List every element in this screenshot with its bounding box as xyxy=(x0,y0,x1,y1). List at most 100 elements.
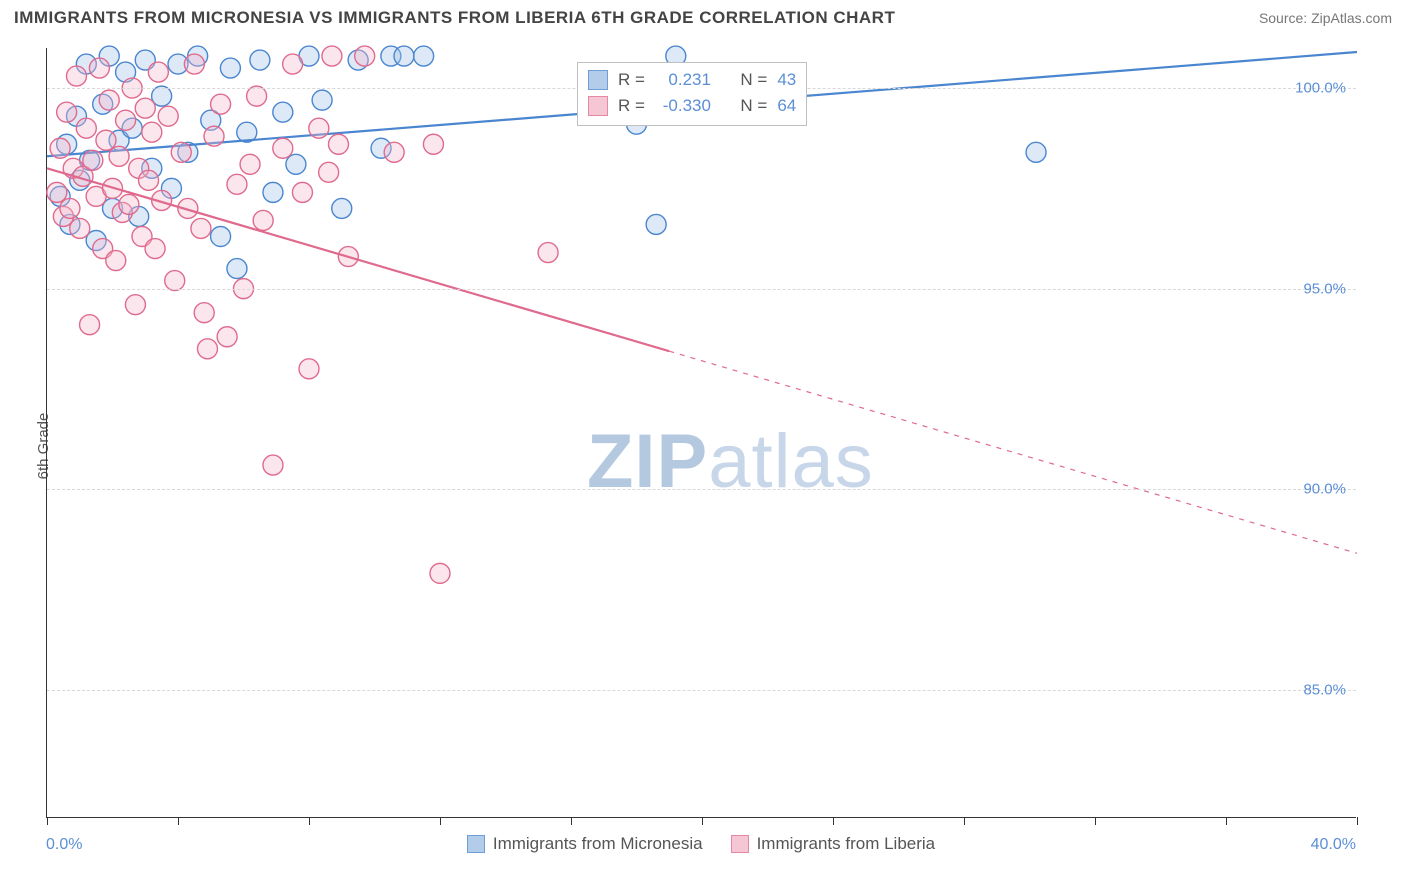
data-point xyxy=(184,54,204,74)
series-swatch xyxy=(467,835,485,853)
data-point xyxy=(60,198,80,218)
grid-line xyxy=(47,489,1356,490)
data-point xyxy=(253,210,273,230)
data-point xyxy=(96,130,116,150)
series-legend: Immigrants from Micronesia Immigrants fro… xyxy=(46,834,1356,854)
x-tick xyxy=(178,817,179,825)
correlation-stats-box: R = 0.231 N = 43 R = -0.330 N = 64 xyxy=(577,62,807,126)
data-point xyxy=(142,122,162,142)
x-tick xyxy=(571,817,572,825)
x-tick xyxy=(440,817,441,825)
x-tick xyxy=(309,817,310,825)
data-point xyxy=(76,118,96,138)
source-label: Source: xyxy=(1259,10,1311,26)
data-point xyxy=(145,239,165,259)
data-point xyxy=(328,134,348,154)
data-point xyxy=(158,106,178,126)
data-point xyxy=(394,46,414,66)
n-label: N = xyxy=(740,67,767,93)
data-point xyxy=(50,138,70,158)
x-tick xyxy=(964,817,965,825)
data-point xyxy=(66,66,86,86)
data-point xyxy=(194,303,214,323)
data-point xyxy=(220,58,240,78)
x-tick xyxy=(1226,817,1227,825)
stats-row: R = -0.330 N = 64 xyxy=(588,93,796,119)
data-point xyxy=(263,182,283,202)
series-swatch xyxy=(588,96,608,116)
data-point xyxy=(355,46,375,66)
data-point xyxy=(139,170,159,190)
data-point xyxy=(283,54,303,74)
data-point xyxy=(57,102,77,122)
data-point xyxy=(322,46,342,66)
legend-item: Immigrants from Liberia xyxy=(731,834,936,854)
data-point xyxy=(197,339,217,359)
data-point xyxy=(247,86,267,106)
n-value: 43 xyxy=(777,67,796,93)
data-point xyxy=(430,563,450,583)
data-point xyxy=(299,359,319,379)
x-tick xyxy=(1357,817,1358,825)
data-point xyxy=(109,146,129,166)
y-tick-label: 95.0% xyxy=(1303,280,1346,297)
data-point xyxy=(165,271,185,291)
data-point xyxy=(125,295,145,315)
data-point xyxy=(273,102,293,122)
regression-line-extrapolated xyxy=(669,351,1357,553)
y-tick-label: 100.0% xyxy=(1295,80,1346,97)
data-point xyxy=(204,126,224,146)
data-point xyxy=(99,90,119,110)
series-swatch xyxy=(731,835,749,853)
r-value: -0.330 xyxy=(655,93,711,119)
data-point xyxy=(263,455,283,475)
data-point xyxy=(171,142,191,162)
source-name: ZipAtlas.com xyxy=(1311,10,1392,26)
x-tick xyxy=(702,817,703,825)
data-point xyxy=(292,182,312,202)
data-point xyxy=(211,226,231,246)
data-point xyxy=(384,142,404,162)
n-value: 64 xyxy=(777,93,796,119)
data-point xyxy=(414,46,434,66)
series-swatch xyxy=(588,70,608,90)
r-label: R = xyxy=(618,67,645,93)
data-point xyxy=(646,214,666,234)
data-point xyxy=(312,90,332,110)
data-point xyxy=(309,118,329,138)
regression-line xyxy=(47,168,669,351)
data-point xyxy=(319,162,339,182)
x-axis-area: 0.0% 40.0% Immigrants from MicronesiaImm… xyxy=(46,828,1356,858)
data-point xyxy=(116,110,136,130)
stats-row: R = 0.231 N = 43 xyxy=(588,67,796,93)
data-point xyxy=(227,174,247,194)
legend-item: Immigrants from Micronesia xyxy=(467,834,703,854)
plot-svg xyxy=(47,48,1356,817)
data-point xyxy=(1026,142,1046,162)
n-label: N = xyxy=(740,93,767,119)
grid-line xyxy=(47,289,1356,290)
data-point xyxy=(191,218,211,238)
source-attribution: Source: ZipAtlas.com xyxy=(1259,10,1392,26)
data-point xyxy=(70,218,90,238)
data-point xyxy=(106,251,126,271)
x-tick xyxy=(47,817,48,825)
data-point xyxy=(332,198,352,218)
data-point xyxy=(83,150,103,170)
data-point xyxy=(250,50,270,70)
plot-area: 85.0%90.0%95.0%100.0%ZIPatlasR =0.231 N … xyxy=(46,48,1356,818)
data-point xyxy=(286,154,306,174)
r-value: 0.231 xyxy=(655,67,711,93)
data-point xyxy=(211,94,231,114)
data-point xyxy=(119,194,139,214)
data-point xyxy=(423,134,443,154)
y-tick-label: 85.0% xyxy=(1303,681,1346,698)
x-tick xyxy=(833,817,834,825)
data-point xyxy=(148,62,168,82)
data-point xyxy=(217,327,237,347)
r-label: R = xyxy=(618,93,645,119)
data-point xyxy=(135,98,155,118)
y-tick-label: 90.0% xyxy=(1303,481,1346,498)
grid-line xyxy=(47,690,1356,691)
data-point xyxy=(273,138,293,158)
